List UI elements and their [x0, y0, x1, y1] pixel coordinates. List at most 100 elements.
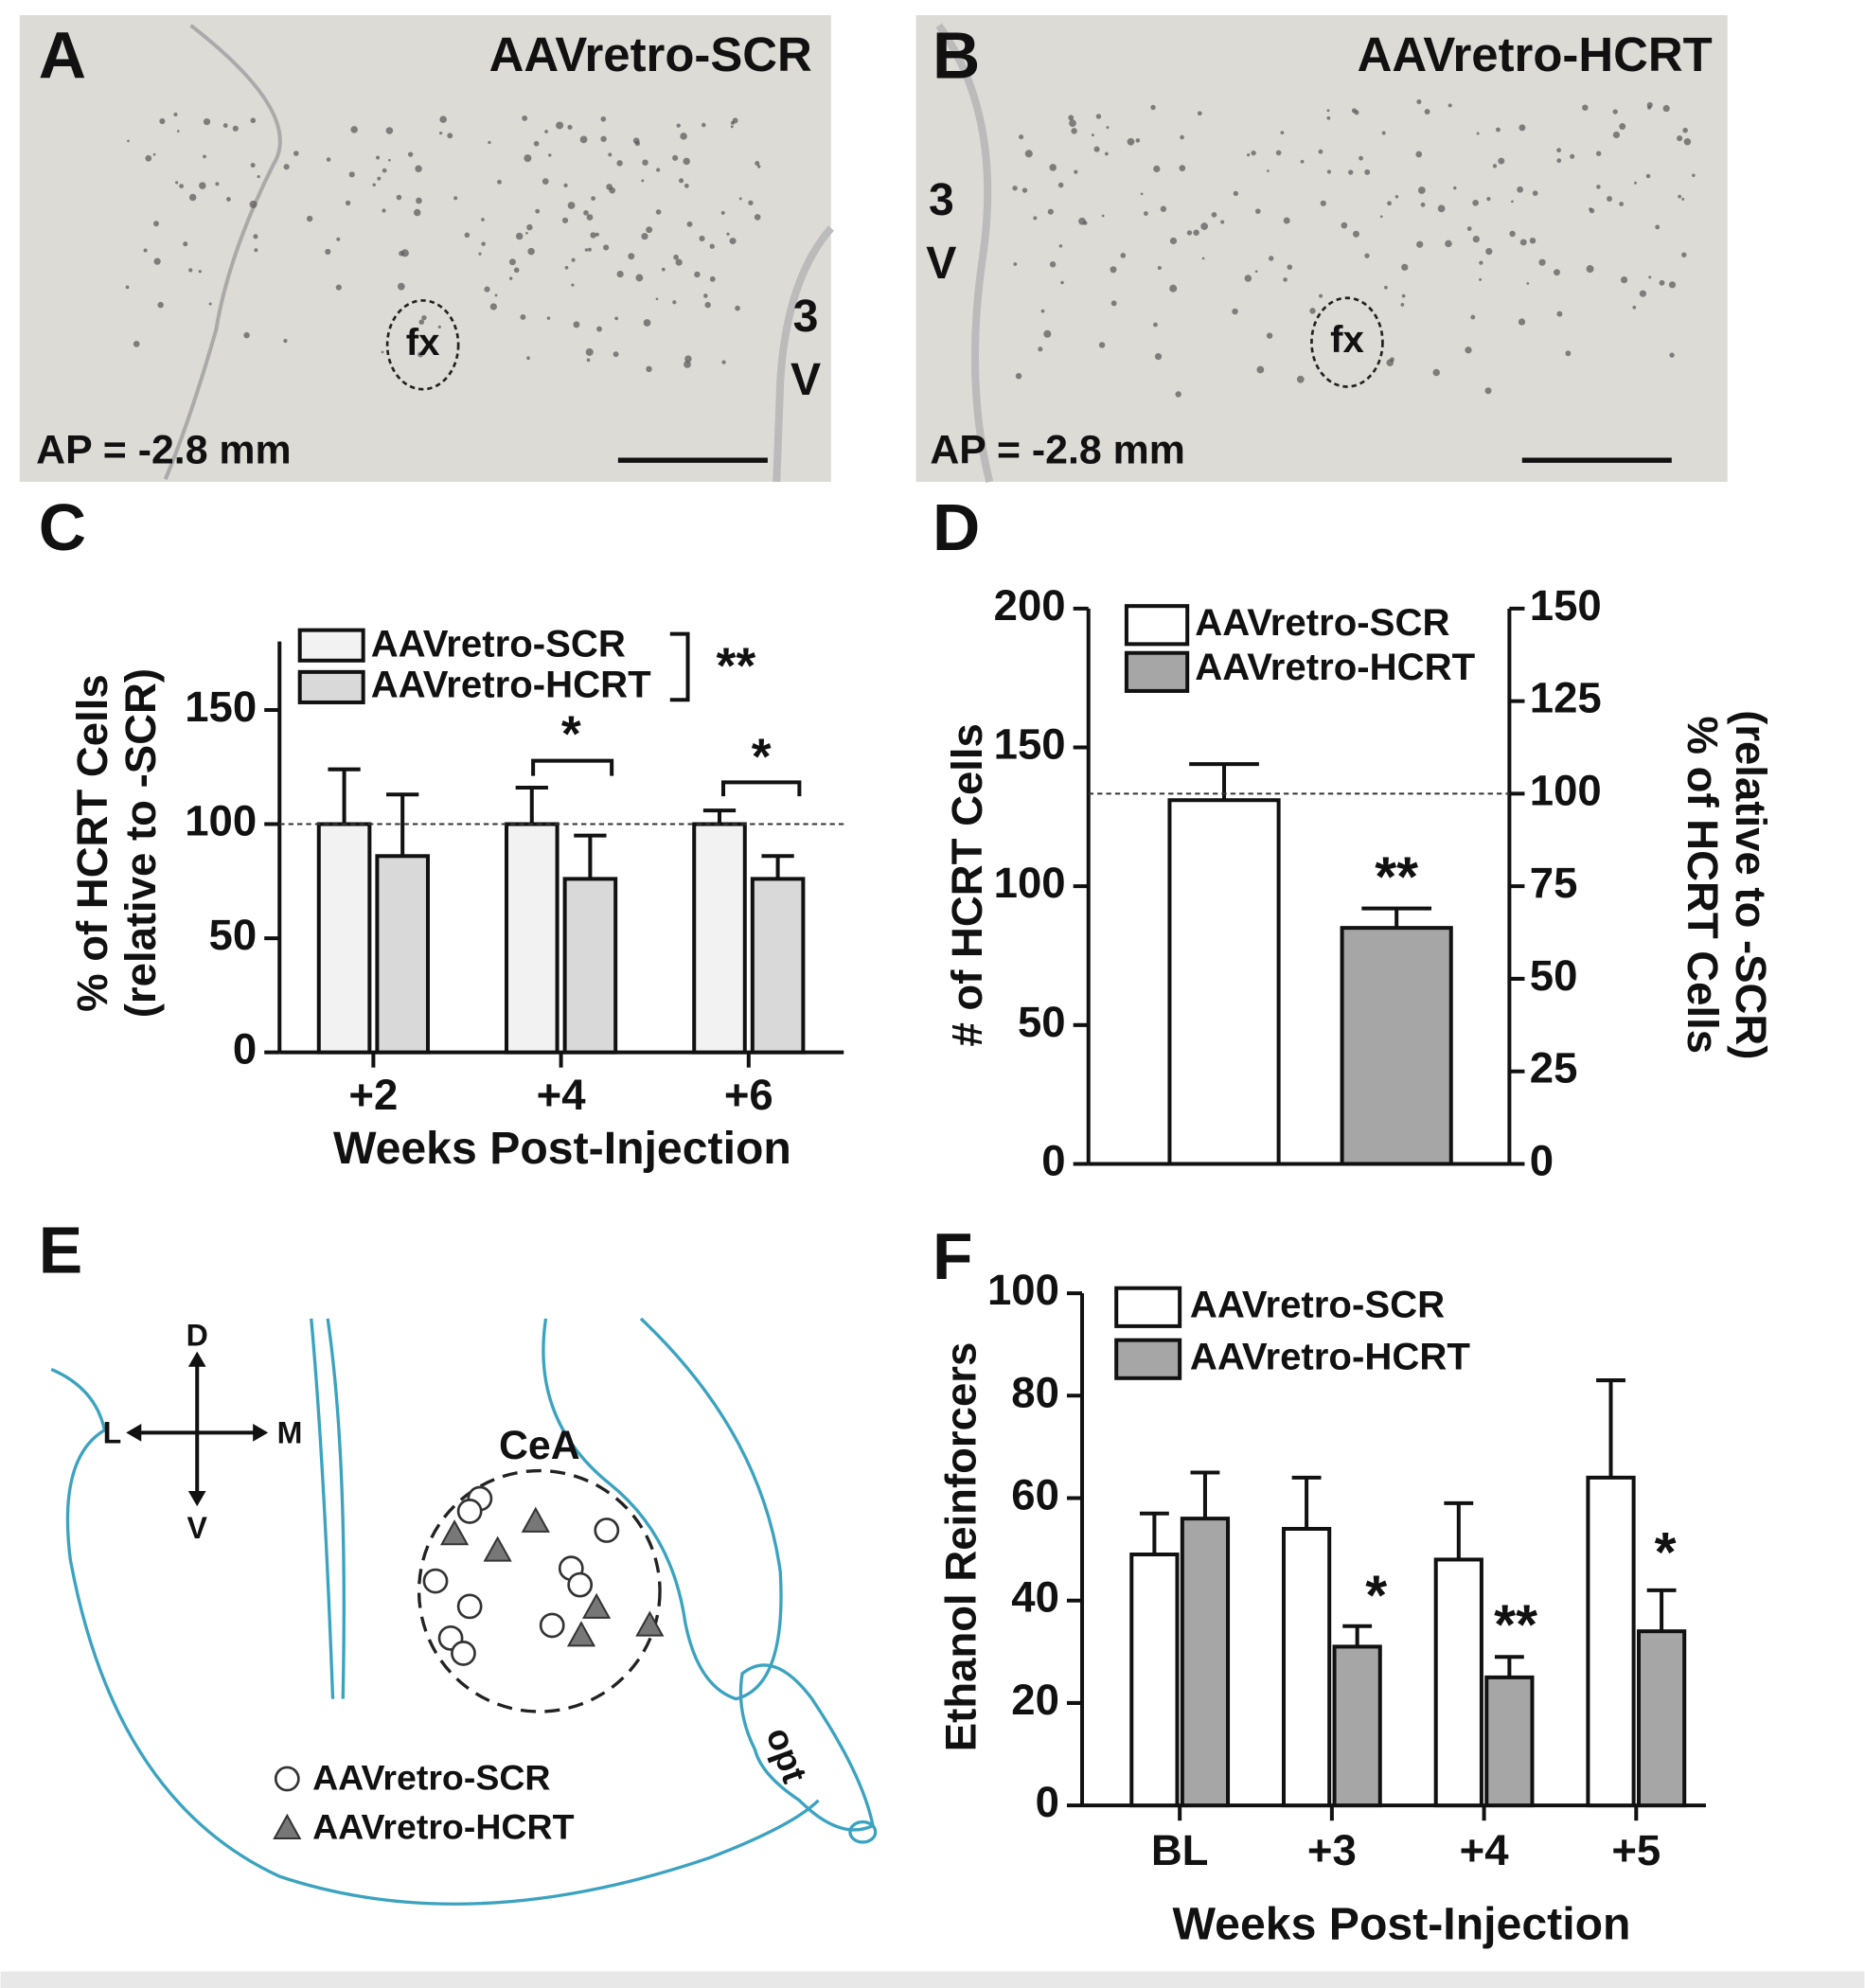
stained-cell: [1386, 359, 1394, 366]
stained-cell: [1175, 391, 1181, 398]
stained-cell: [699, 235, 705, 242]
stained-cell: [655, 297, 659, 301]
stained-cell: [1197, 111, 1202, 116]
stained-cell: [159, 117, 166, 125]
error-bar: [1190, 1470, 1220, 1519]
stained-cell: [1083, 221, 1088, 225]
error-bar: [1494, 1655, 1524, 1677]
structure-label: fx: [1330, 318, 1364, 361]
stained-cell: [326, 157, 331, 162]
stained-cell: [1251, 150, 1256, 156]
structure-label: 3: [929, 174, 954, 225]
bar: [1636, 1629, 1687, 1808]
stained-cell: [683, 157, 690, 166]
x-tick-label: +3: [1307, 1826, 1357, 1874]
stained-cell: [1379, 215, 1383, 219]
panel-label: B: [932, 19, 980, 93]
stained-cell: [173, 112, 178, 116]
stained-cell: [701, 122, 706, 128]
stained-cell: [1012, 186, 1018, 191]
stained-cell: [1326, 115, 1331, 120]
x-tick-label: +4: [1460, 1826, 1510, 1874]
stained-cell: [525, 231, 528, 235]
stained-cell: [632, 137, 640, 145]
error-bar: [328, 767, 361, 825]
stained-cell: [520, 314, 526, 320]
stained-cell: [1659, 279, 1665, 286]
stained-cell: [1582, 104, 1589, 111]
significance-marker: **: [717, 638, 756, 694]
stained-cell: [686, 221, 693, 227]
stained-cell: [203, 117, 211, 126]
stained-cell: [439, 132, 443, 135]
stained-cell: [325, 248, 331, 256]
stained-cell: [1091, 133, 1094, 137]
legend-swatch: [1114, 1286, 1182, 1328]
stained-cell: [397, 282, 405, 291]
stained-cell: [571, 257, 576, 262]
y-tick-label: 20: [1011, 1676, 1059, 1724]
stained-cell: [250, 117, 257, 124]
stained-cell: [1634, 181, 1637, 185]
stained-cell: [188, 193, 197, 202]
stained-cell: [418, 319, 425, 325]
stained-cell: [1275, 150, 1282, 156]
stained-cell: [1110, 266, 1117, 274]
stained-cell: [1677, 135, 1683, 142]
bottom-strip: [0, 1971, 1865, 1988]
stained-cell: [1538, 258, 1546, 266]
stained-cell: [1021, 187, 1028, 193]
stained-cell: [381, 350, 384, 354]
stained-cell: [1211, 212, 1217, 218]
stained-cell: [1283, 217, 1290, 224]
stained-cell: [1532, 190, 1538, 196]
stained-cell: [1470, 314, 1476, 320]
y2-axis-label: % of HCRT Cells: [1678, 717, 1727, 1055]
y-tick-label: 40: [1011, 1573, 1059, 1622]
fornix-outline: [385, 299, 460, 391]
stained-cell: [1479, 260, 1483, 265]
stained-cell: [748, 200, 754, 205]
stained-cell: [1432, 368, 1440, 377]
scr-site: [422, 1568, 449, 1594]
stained-cell: [198, 270, 202, 274]
stained-cell: [1179, 165, 1186, 171]
stained-cell: [1612, 109, 1618, 115]
hcrt-site: [439, 1519, 470, 1546]
stained-cell: [1095, 114, 1102, 119]
stained-cell: [1318, 149, 1323, 154]
stained-cell: [1484, 387, 1492, 395]
stained-cell: [628, 253, 635, 260]
scr-site: [451, 1641, 476, 1666]
stained-cell: [1033, 216, 1038, 221]
compass: [133, 1358, 261, 1500]
stained-cell: [1479, 277, 1483, 281]
stained-cell: [464, 232, 471, 239]
stained-cell: [546, 316, 551, 320]
stained-cell: [1586, 265, 1594, 274]
stained-cell: [571, 283, 575, 287]
bar: [1167, 798, 1281, 1166]
stained-cell: [1570, 153, 1575, 159]
stained-cell: [586, 358, 591, 363]
stained-cell: [1511, 200, 1514, 204]
legend-swatch: [1114, 1338, 1182, 1380]
stained-cell: [544, 130, 548, 133]
legend-label: AAVretro-SCR: [371, 623, 626, 666]
stained-cell: [1648, 275, 1652, 279]
stained-cell: [1013, 262, 1018, 266]
structure-label: fx: [406, 321, 440, 364]
stained-cell: [250, 162, 256, 169]
stained-cell: [417, 351, 424, 358]
y2-tick-label: 150: [1530, 581, 1602, 630]
compass-label: L: [103, 1416, 122, 1450]
stained-cell: [1364, 253, 1370, 258]
legend-label: AAVretro-HCRT: [1195, 646, 1475, 688]
stained-cell: [350, 126, 358, 133]
stained-cell: [679, 178, 684, 184]
stained-cell: [1309, 308, 1316, 314]
stained-cell: [548, 153, 552, 157]
stained-cell: [243, 331, 250, 339]
stained-cell: [1283, 277, 1288, 282]
